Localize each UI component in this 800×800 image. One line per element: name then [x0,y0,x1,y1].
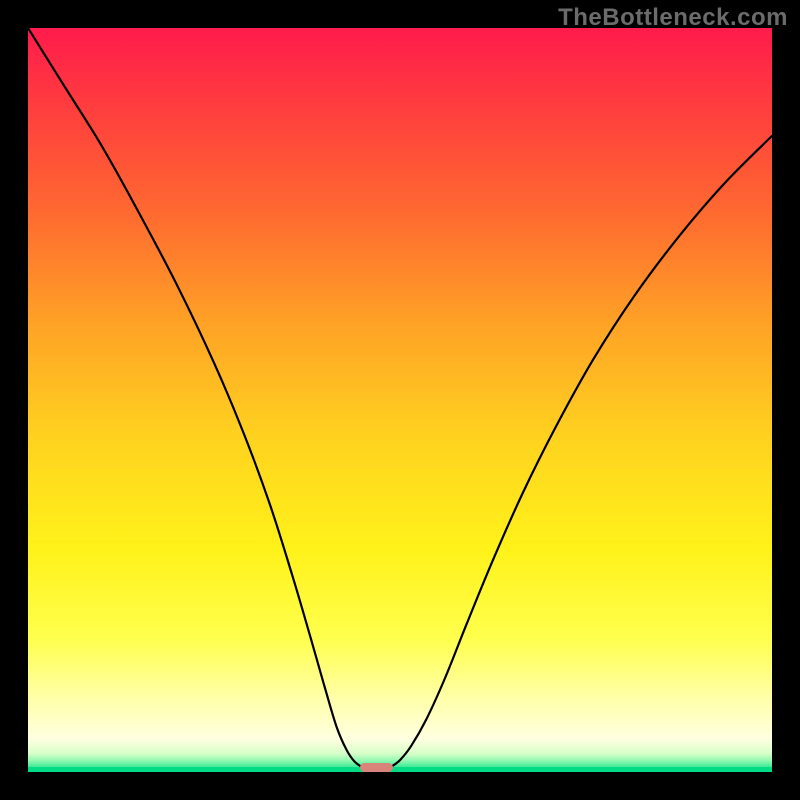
plot-area [28,28,772,772]
chart-frame: TheBottleneck.com [0,0,800,800]
bottleneck-curve [28,28,772,772]
optimum-marker [360,763,393,772]
